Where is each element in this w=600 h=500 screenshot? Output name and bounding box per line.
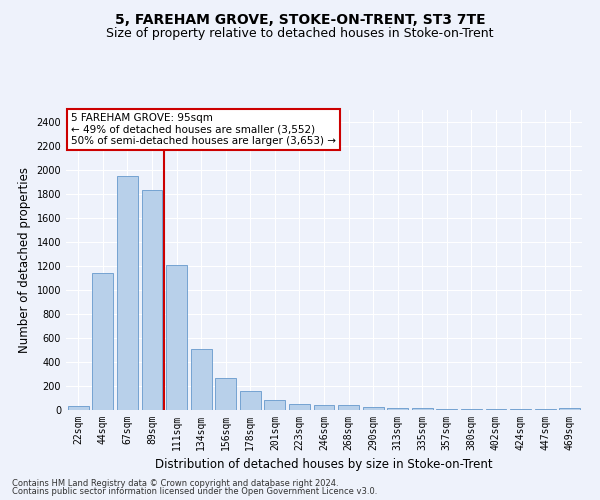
Bar bbox=[117, 176, 138, 410]
Bar bbox=[142, 190, 163, 410]
Bar bbox=[362, 408, 383, 410]
Text: 5 FAREHAM GROVE: 95sqm
← 49% of detached houses are smaller (3,552)
50% of semi-: 5 FAREHAM GROVE: 95sqm ← 49% of detached… bbox=[71, 113, 336, 146]
Text: Size of property relative to detached houses in Stoke-on-Trent: Size of property relative to detached ho… bbox=[106, 28, 494, 40]
Bar bbox=[191, 349, 212, 410]
Bar bbox=[265, 400, 286, 410]
Text: Contains public sector information licensed under the Open Government Licence v3: Contains public sector information licen… bbox=[12, 487, 377, 496]
Bar bbox=[215, 378, 236, 410]
Bar bbox=[314, 405, 334, 410]
Bar bbox=[68, 406, 89, 410]
Bar bbox=[412, 408, 433, 410]
Bar bbox=[240, 392, 261, 410]
Bar bbox=[559, 408, 580, 410]
Bar bbox=[387, 408, 408, 410]
Bar bbox=[338, 406, 359, 410]
Bar bbox=[166, 266, 187, 410]
Bar bbox=[92, 272, 113, 410]
X-axis label: Distribution of detached houses by size in Stoke-on-Trent: Distribution of detached houses by size … bbox=[155, 458, 493, 471]
Text: Contains HM Land Registry data © Crown copyright and database right 2024.: Contains HM Land Registry data © Crown c… bbox=[12, 478, 338, 488]
Text: 5, FAREHAM GROVE, STOKE-ON-TRENT, ST3 7TE: 5, FAREHAM GROVE, STOKE-ON-TRENT, ST3 7T… bbox=[115, 12, 485, 26]
Y-axis label: Number of detached properties: Number of detached properties bbox=[18, 167, 31, 353]
Bar bbox=[289, 404, 310, 410]
